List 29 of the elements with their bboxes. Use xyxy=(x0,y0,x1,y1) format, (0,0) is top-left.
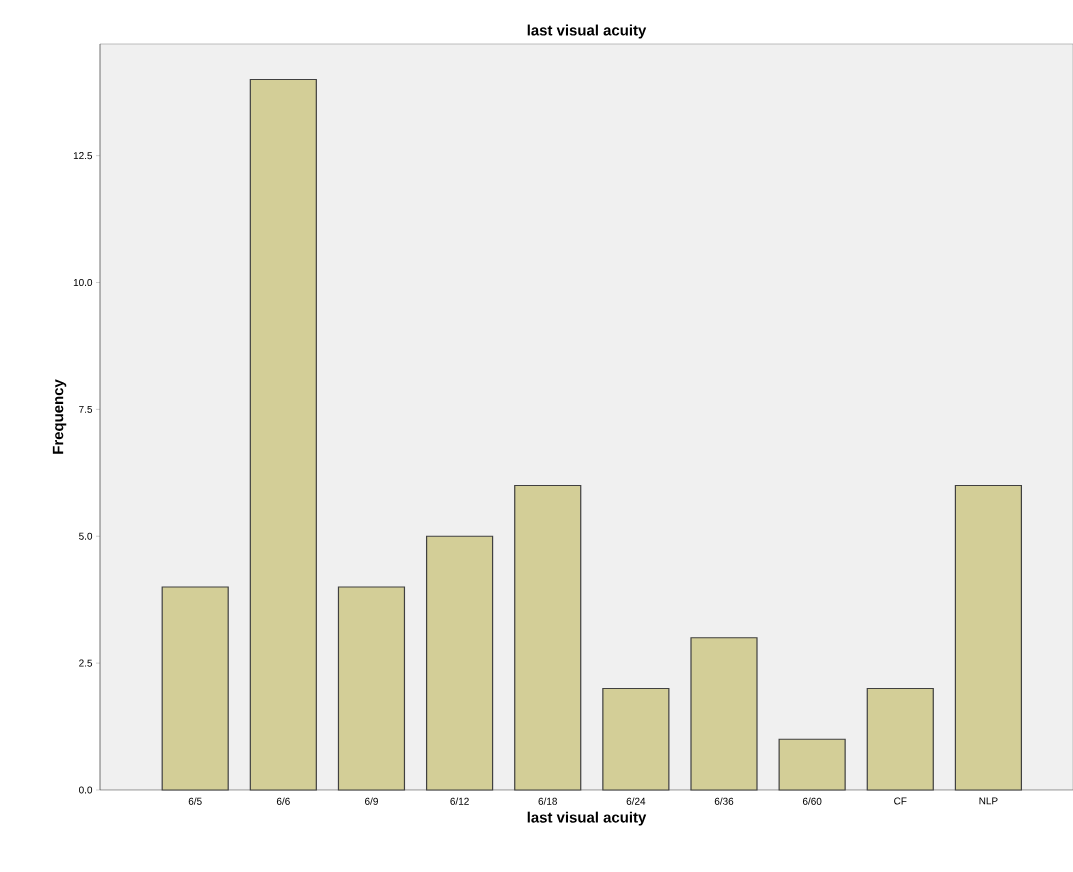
x-tick-label: 6/60 xyxy=(802,797,822,805)
bar xyxy=(954,484,1022,791)
y-tick-label: 7.5 xyxy=(79,405,93,413)
x-tick-label: 6/36 xyxy=(714,797,734,805)
y-axis-title: Frequency xyxy=(52,379,67,454)
x-tick-label: 6/18 xyxy=(538,797,557,805)
x-tick-label: 6/9 xyxy=(365,797,378,805)
bar xyxy=(514,484,582,791)
bar xyxy=(249,78,317,791)
x-tick-label: NLP xyxy=(979,797,998,805)
x-tick-label: 6/6 xyxy=(276,797,290,805)
bar xyxy=(866,687,934,791)
bar xyxy=(690,637,758,791)
x-tick-label: CF xyxy=(894,797,907,805)
y-tick-label: 10.0 xyxy=(73,278,93,287)
bar xyxy=(426,535,494,791)
x-tick-label: 6/24 xyxy=(626,797,646,805)
chart-title: last visual acuity xyxy=(527,24,647,39)
y-tick-label: 2.5 xyxy=(79,659,93,667)
y-tick-label: 0.0 xyxy=(79,786,93,794)
bar xyxy=(602,687,670,791)
x-tick-label: 6/5 xyxy=(188,797,202,805)
y-tick-label: 5.0 xyxy=(79,532,93,540)
x-axis-title: last visual acuity xyxy=(527,811,647,826)
y-tick-label: 12.5 xyxy=(73,152,93,160)
bar xyxy=(778,738,846,791)
bar xyxy=(337,586,406,791)
bar xyxy=(161,586,229,791)
x-tick-label: 6/12 xyxy=(450,797,469,805)
